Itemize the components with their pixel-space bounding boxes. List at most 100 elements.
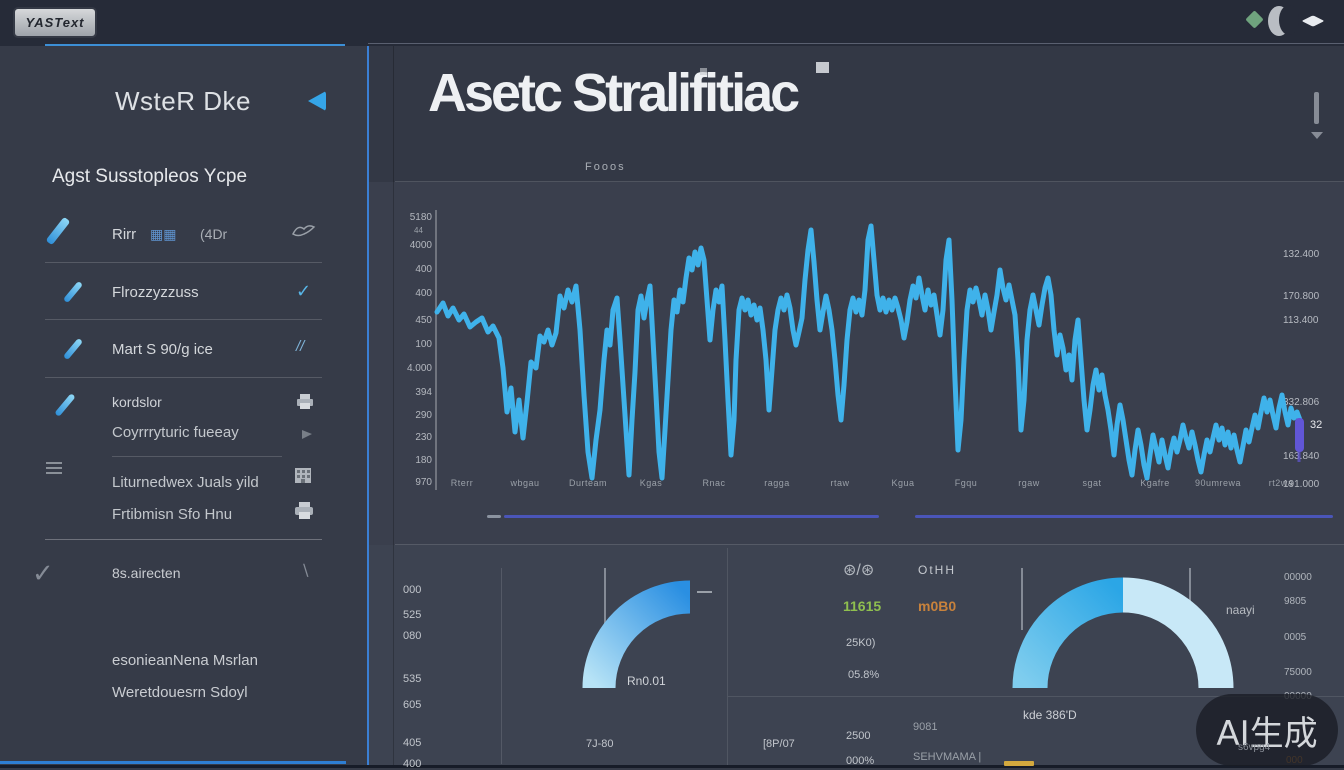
x-tick: Kgafre — [1140, 478, 1170, 488]
send-icon[interactable] — [302, 430, 312, 439]
sidebar-item-6-label[interactable]: 8s.airecten — [112, 565, 181, 581]
price-cursor-label: 32 — [1310, 419, 1323, 431]
check-blue-icon[interactable]: ✓ — [296, 281, 312, 301]
bottom-col-divider-1 — [501, 568, 502, 764]
x-tick: Rnac — [702, 478, 726, 488]
price-label: 163.840 — [1283, 451, 1320, 462]
sidebar-item-2-label[interactable]: Flrozzyzzuss — [112, 284, 199, 301]
bottom-left-value: 525 — [403, 609, 422, 621]
artifact — [816, 62, 829, 73]
right-col-value: 00000 — [1284, 572, 1312, 583]
blue-badge-glyphs: ▦▦ — [150, 226, 177, 242]
chart-subtitle: Fooos — [585, 161, 626, 173]
x-tick: Rterr — [450, 478, 474, 488]
double-slash-icon[interactable]: // — [296, 338, 305, 355]
chart-top-divider — [395, 181, 1344, 182]
ai-watermark: AI生成 — [1196, 694, 1338, 766]
y-tick: 5180 — [409, 212, 432, 223]
x-tick: 90umrewa — [1194, 478, 1242, 488]
main-top-divider — [368, 43, 1344, 44]
right-col-value: 75000 — [1284, 667, 1312, 678]
sidebar-footer-line-2[interactable]: Weretdouesrn Sdoyl — [112, 684, 248, 701]
yellow-marker-bar — [1004, 761, 1034, 766]
x-tick: rt2wa — [1268, 478, 1294, 488]
gauge1-tick-line — [604, 568, 606, 624]
sidebar-item-4-label[interactable]: kordslor — [112, 394, 162, 410]
printer-icon[interactable] — [296, 394, 314, 410]
right-col-value: 9805 — [1284, 596, 1307, 607]
stat-row-3: 25K0) — [846, 637, 876, 649]
stat-tick-label: [8P/07 — [763, 738, 795, 750]
check-gray-icon: ✓ — [32, 558, 54, 588]
price-label: 132.400 — [1283, 249, 1320, 260]
sidebar-item-3-label[interactable]: Mart S 90/g ice — [112, 341, 213, 358]
bottom-left-value: 535 — [403, 673, 422, 685]
y-tick: 400 — [415, 288, 432, 299]
x-tick: rgaw — [1018, 478, 1040, 488]
sidebar-footer-line-1[interactable]: esonieanNena Msrlan — [112, 652, 258, 669]
scrollbar-segment-1[interactable] — [504, 515, 879, 518]
scrollbar-handle-left[interactable] — [487, 515, 501, 518]
chart-bottom-divider — [395, 544, 1344, 545]
backslash-icon: ∖ — [300, 563, 311, 580]
sidebar-item-4-sub[interactable]: Coyrrryturic fueeay — [112, 424, 239, 441]
y-tick: 970 — [415, 477, 432, 488]
stats-header: OtHH — [918, 563, 956, 577]
stat-orange-value: m0B0 — [918, 598, 957, 614]
moon-icon-cut — [1279, 5, 1299, 35]
sidebar-section-title: Agst Susstopleos Ycpe — [52, 166, 248, 187]
y-tick: 100 — [415, 339, 432, 350]
gauge2-tick-left — [1021, 568, 1023, 630]
price-label: 191.000 — [1283, 479, 1320, 490]
gears-icon: ⊛/⊛ — [843, 562, 875, 579]
x-tick: ragga — [764, 478, 790, 488]
sidebar-bottom-accent — [0, 761, 346, 764]
sidebar-title: WsteR Dke — [115, 86, 251, 116]
building-icon[interactable] — [294, 466, 312, 484]
ai-watermark-sub: s6vpg4 — [1238, 742, 1271, 753]
bottom-left-value: 000 — [403, 584, 422, 596]
stat-small-2: SEHVMAMA | — [913, 751, 982, 763]
divider — [45, 262, 322, 263]
sidebar-item-5-sub[interactable]: Frtibmisn Sfo Hnu — [112, 506, 233, 523]
y-axis-line — [435, 210, 437, 490]
artifact — [700, 68, 707, 75]
divider — [112, 456, 282, 457]
scrollbar-segment-2[interactable] — [915, 515, 1333, 518]
x-tick: Durteam — [568, 478, 607, 488]
vertical-scrollbar-thumb[interactable] — [1314, 92, 1319, 124]
divider — [45, 319, 322, 320]
gauge-row-divider — [728, 696, 1344, 697]
page-title: Asetc Stralifitiac — [428, 63, 800, 123]
y-tick: 290 — [415, 410, 432, 421]
bottom-left-value: 400 — [403, 758, 422, 770]
x-tick: Kgua — [891, 478, 915, 488]
bottom-col-divider-2 — [727, 548, 728, 768]
main-left-edge — [393, 46, 394, 768]
price-label: 170.800 — [1283, 291, 1320, 302]
stat-small-1: 9081 — [913, 721, 938, 733]
gauge1-x-label: 7J-80 — [586, 738, 614, 750]
scroll-down-arrow[interactable] — [1311, 132, 1323, 139]
y-tick: 400 — [415, 264, 432, 275]
divider — [45, 539, 322, 540]
back-arrow-icon[interactable] — [308, 91, 326, 111]
sidebar-item-5-label[interactable]: Liturnedwex Juals yild — [112, 474, 259, 491]
x-tick: wbgau — [510, 478, 540, 488]
x-tick: Fgqu — [954, 478, 978, 488]
sidebar-right-border — [367, 46, 369, 768]
dove-icon[interactable] — [292, 222, 316, 240]
title-band — [369, 46, 1344, 182]
bottom-strip — [0, 765, 1344, 768]
right-col-value: 0005 — [1284, 632, 1307, 643]
gauge2-label: kde 386'D — [1023, 708, 1077, 722]
sidebar-item-1-label[interactable]: Rirr — [112, 226, 137, 243]
stat-col2-pct: 000% — [846, 755, 875, 767]
app-logo[interactable]: YASText — [13, 7, 97, 38]
stat-col2-value: 2500 — [846, 730, 871, 742]
gauge2-tick-right — [1189, 568, 1191, 606]
printer-icon[interactable] — [294, 502, 314, 520]
x-tick: sgat — [1082, 478, 1102, 488]
x-tick: Kgas — [639, 478, 663, 488]
list-icon — [46, 462, 64, 474]
